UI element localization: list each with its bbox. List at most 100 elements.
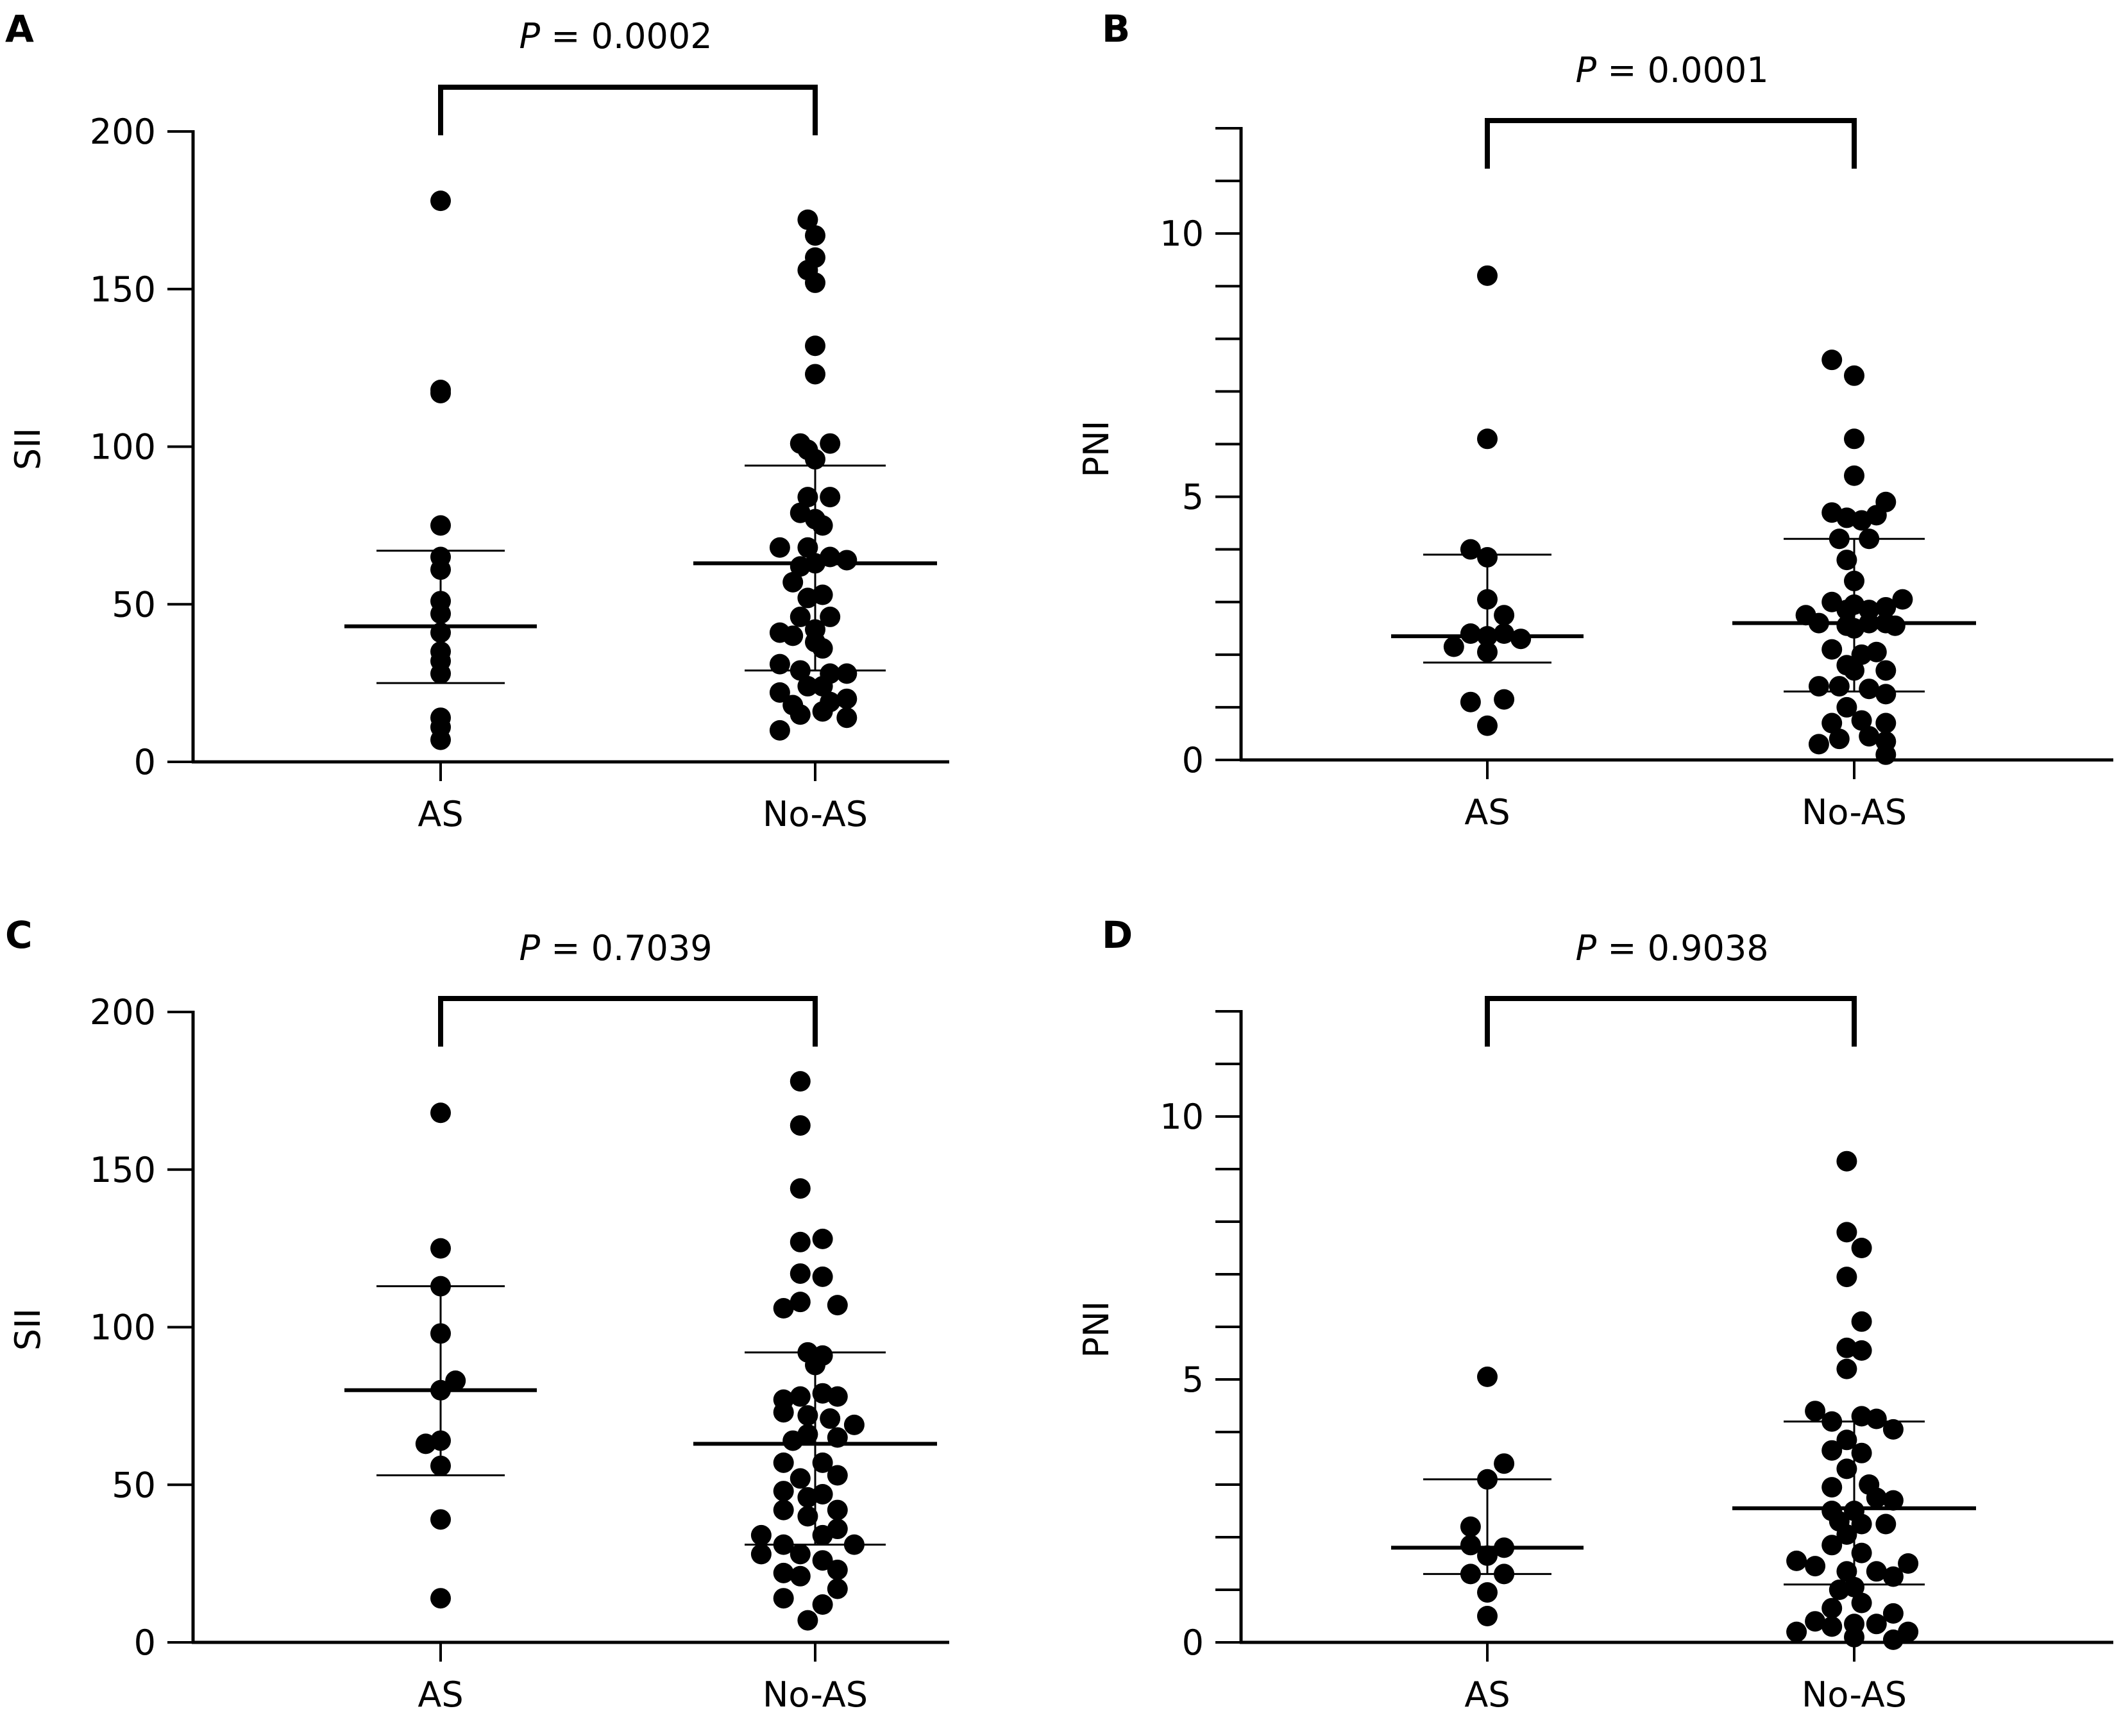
data-point bbox=[782, 625, 804, 646]
y-tick-label: 10 bbox=[1160, 214, 1204, 254]
data-point bbox=[797, 587, 818, 609]
data-point bbox=[843, 1414, 865, 1435]
group-no-as bbox=[1732, 350, 1976, 765]
data-point bbox=[1494, 623, 1515, 644]
data-point bbox=[430, 1430, 451, 1451]
p-symbol: P bbox=[519, 16, 551, 56]
data-point bbox=[790, 1263, 811, 1284]
y-tick-label: 100 bbox=[90, 1308, 156, 1348]
data-point bbox=[1477, 546, 1498, 568]
data-point bbox=[790, 1071, 811, 1092]
data-point bbox=[827, 1427, 848, 1448]
p-value: = 0.0002 bbox=[551, 16, 712, 56]
data-point bbox=[812, 1594, 833, 1615]
data-point bbox=[1477, 589, 1498, 610]
significance-bracket bbox=[1485, 118, 1857, 169]
data-point bbox=[430, 382, 451, 403]
y-axis-title: PNI bbox=[1076, 1301, 1117, 1358]
data-point bbox=[773, 1298, 794, 1319]
data-point bbox=[812, 701, 833, 722]
group-as bbox=[1391, 265, 1584, 736]
data-point bbox=[1882, 1419, 1904, 1440]
y-tick-label: 10 bbox=[1160, 1097, 1204, 1137]
data-point bbox=[820, 606, 841, 627]
data-point bbox=[1808, 612, 1829, 634]
data-point bbox=[1477, 1469, 1498, 1490]
data-point bbox=[1805, 1401, 1826, 1422]
p-value: = 0.0001 bbox=[1607, 50, 1768, 90]
p-symbol: P bbox=[1575, 928, 1607, 968]
data-point bbox=[1477, 428, 1498, 450]
data-point bbox=[1844, 660, 1864, 681]
data-point bbox=[1844, 365, 1864, 386]
data-point bbox=[790, 1115, 811, 1136]
data-point bbox=[430, 190, 451, 212]
data-point bbox=[1851, 1513, 1872, 1535]
data-point bbox=[843, 1534, 865, 1555]
data-point bbox=[790, 556, 811, 577]
data-point bbox=[1859, 678, 1880, 700]
group-no-as bbox=[1732, 1150, 1976, 1650]
x-category-label: AS bbox=[1464, 792, 1510, 832]
data-point bbox=[827, 1386, 848, 1407]
significance-bracket bbox=[1485, 996, 1857, 1047]
data-point bbox=[1821, 1616, 1843, 1637]
data-point bbox=[1805, 1611, 1826, 1632]
y-tick-label: 50 bbox=[112, 584, 156, 625]
data-point bbox=[1821, 1535, 1843, 1556]
p-symbol: P bbox=[1575, 50, 1607, 90]
data-point bbox=[812, 1550, 833, 1571]
data-point bbox=[805, 632, 825, 653]
data-point bbox=[750, 1544, 772, 1565]
data-point bbox=[836, 707, 858, 729]
data-point bbox=[805, 364, 825, 385]
data-point bbox=[836, 688, 858, 709]
data-point bbox=[1477, 641, 1498, 662]
data-point bbox=[1808, 676, 1829, 697]
x-category-label: AS bbox=[418, 794, 463, 834]
data-point bbox=[790, 1544, 811, 1565]
group-as bbox=[1391, 1366, 1584, 1626]
data-point bbox=[1851, 1311, 1872, 1332]
data-point bbox=[750, 1524, 772, 1546]
p-value-label: P = 0.7039 bbox=[519, 928, 712, 968]
data-point bbox=[1460, 691, 1481, 712]
panel-letter: D bbox=[1102, 913, 1133, 957]
data-point bbox=[1884, 615, 1906, 636]
data-point bbox=[1460, 1516, 1481, 1537]
data-point bbox=[790, 1386, 811, 1407]
data-point bbox=[1844, 1626, 1864, 1648]
data-point bbox=[1477, 1366, 1498, 1387]
data-point bbox=[1477, 1545, 1498, 1566]
data-point bbox=[1477, 265, 1498, 286]
data-point bbox=[1460, 539, 1481, 560]
data-point bbox=[1460, 623, 1481, 644]
data-point bbox=[1844, 465, 1864, 486]
p-value: = 0.9038 bbox=[1607, 928, 1768, 968]
group-no-as bbox=[693, 1071, 937, 1631]
data-point bbox=[1882, 1490, 1904, 1511]
y-axis-title: SII bbox=[8, 428, 48, 470]
data-point bbox=[430, 729, 451, 750]
data-point bbox=[1821, 1440, 1843, 1461]
data-point bbox=[805, 272, 825, 293]
data-point bbox=[1821, 350, 1843, 371]
y-axis-title: SII bbox=[8, 1308, 48, 1351]
data-point bbox=[812, 676, 833, 697]
data-point bbox=[797, 1405, 818, 1426]
y-tick-label: 0 bbox=[134, 742, 156, 782]
y-tick-label: 200 bbox=[90, 992, 156, 1032]
data-point bbox=[1786, 1621, 1807, 1642]
data-point bbox=[805, 1354, 825, 1376]
data-point bbox=[1851, 710, 1872, 731]
data-point bbox=[1836, 1429, 1857, 1451]
x-category-label: AS bbox=[418, 1674, 463, 1715]
data-point bbox=[430, 1102, 451, 1124]
data-point bbox=[769, 537, 790, 558]
y-tick-label: 5 bbox=[1182, 477, 1204, 518]
data-point bbox=[773, 1562, 794, 1583]
data-point bbox=[827, 1295, 848, 1316]
y-tick-label: 50 bbox=[112, 1465, 156, 1505]
data-point bbox=[827, 1519, 848, 1540]
data-point bbox=[430, 1276, 451, 1297]
